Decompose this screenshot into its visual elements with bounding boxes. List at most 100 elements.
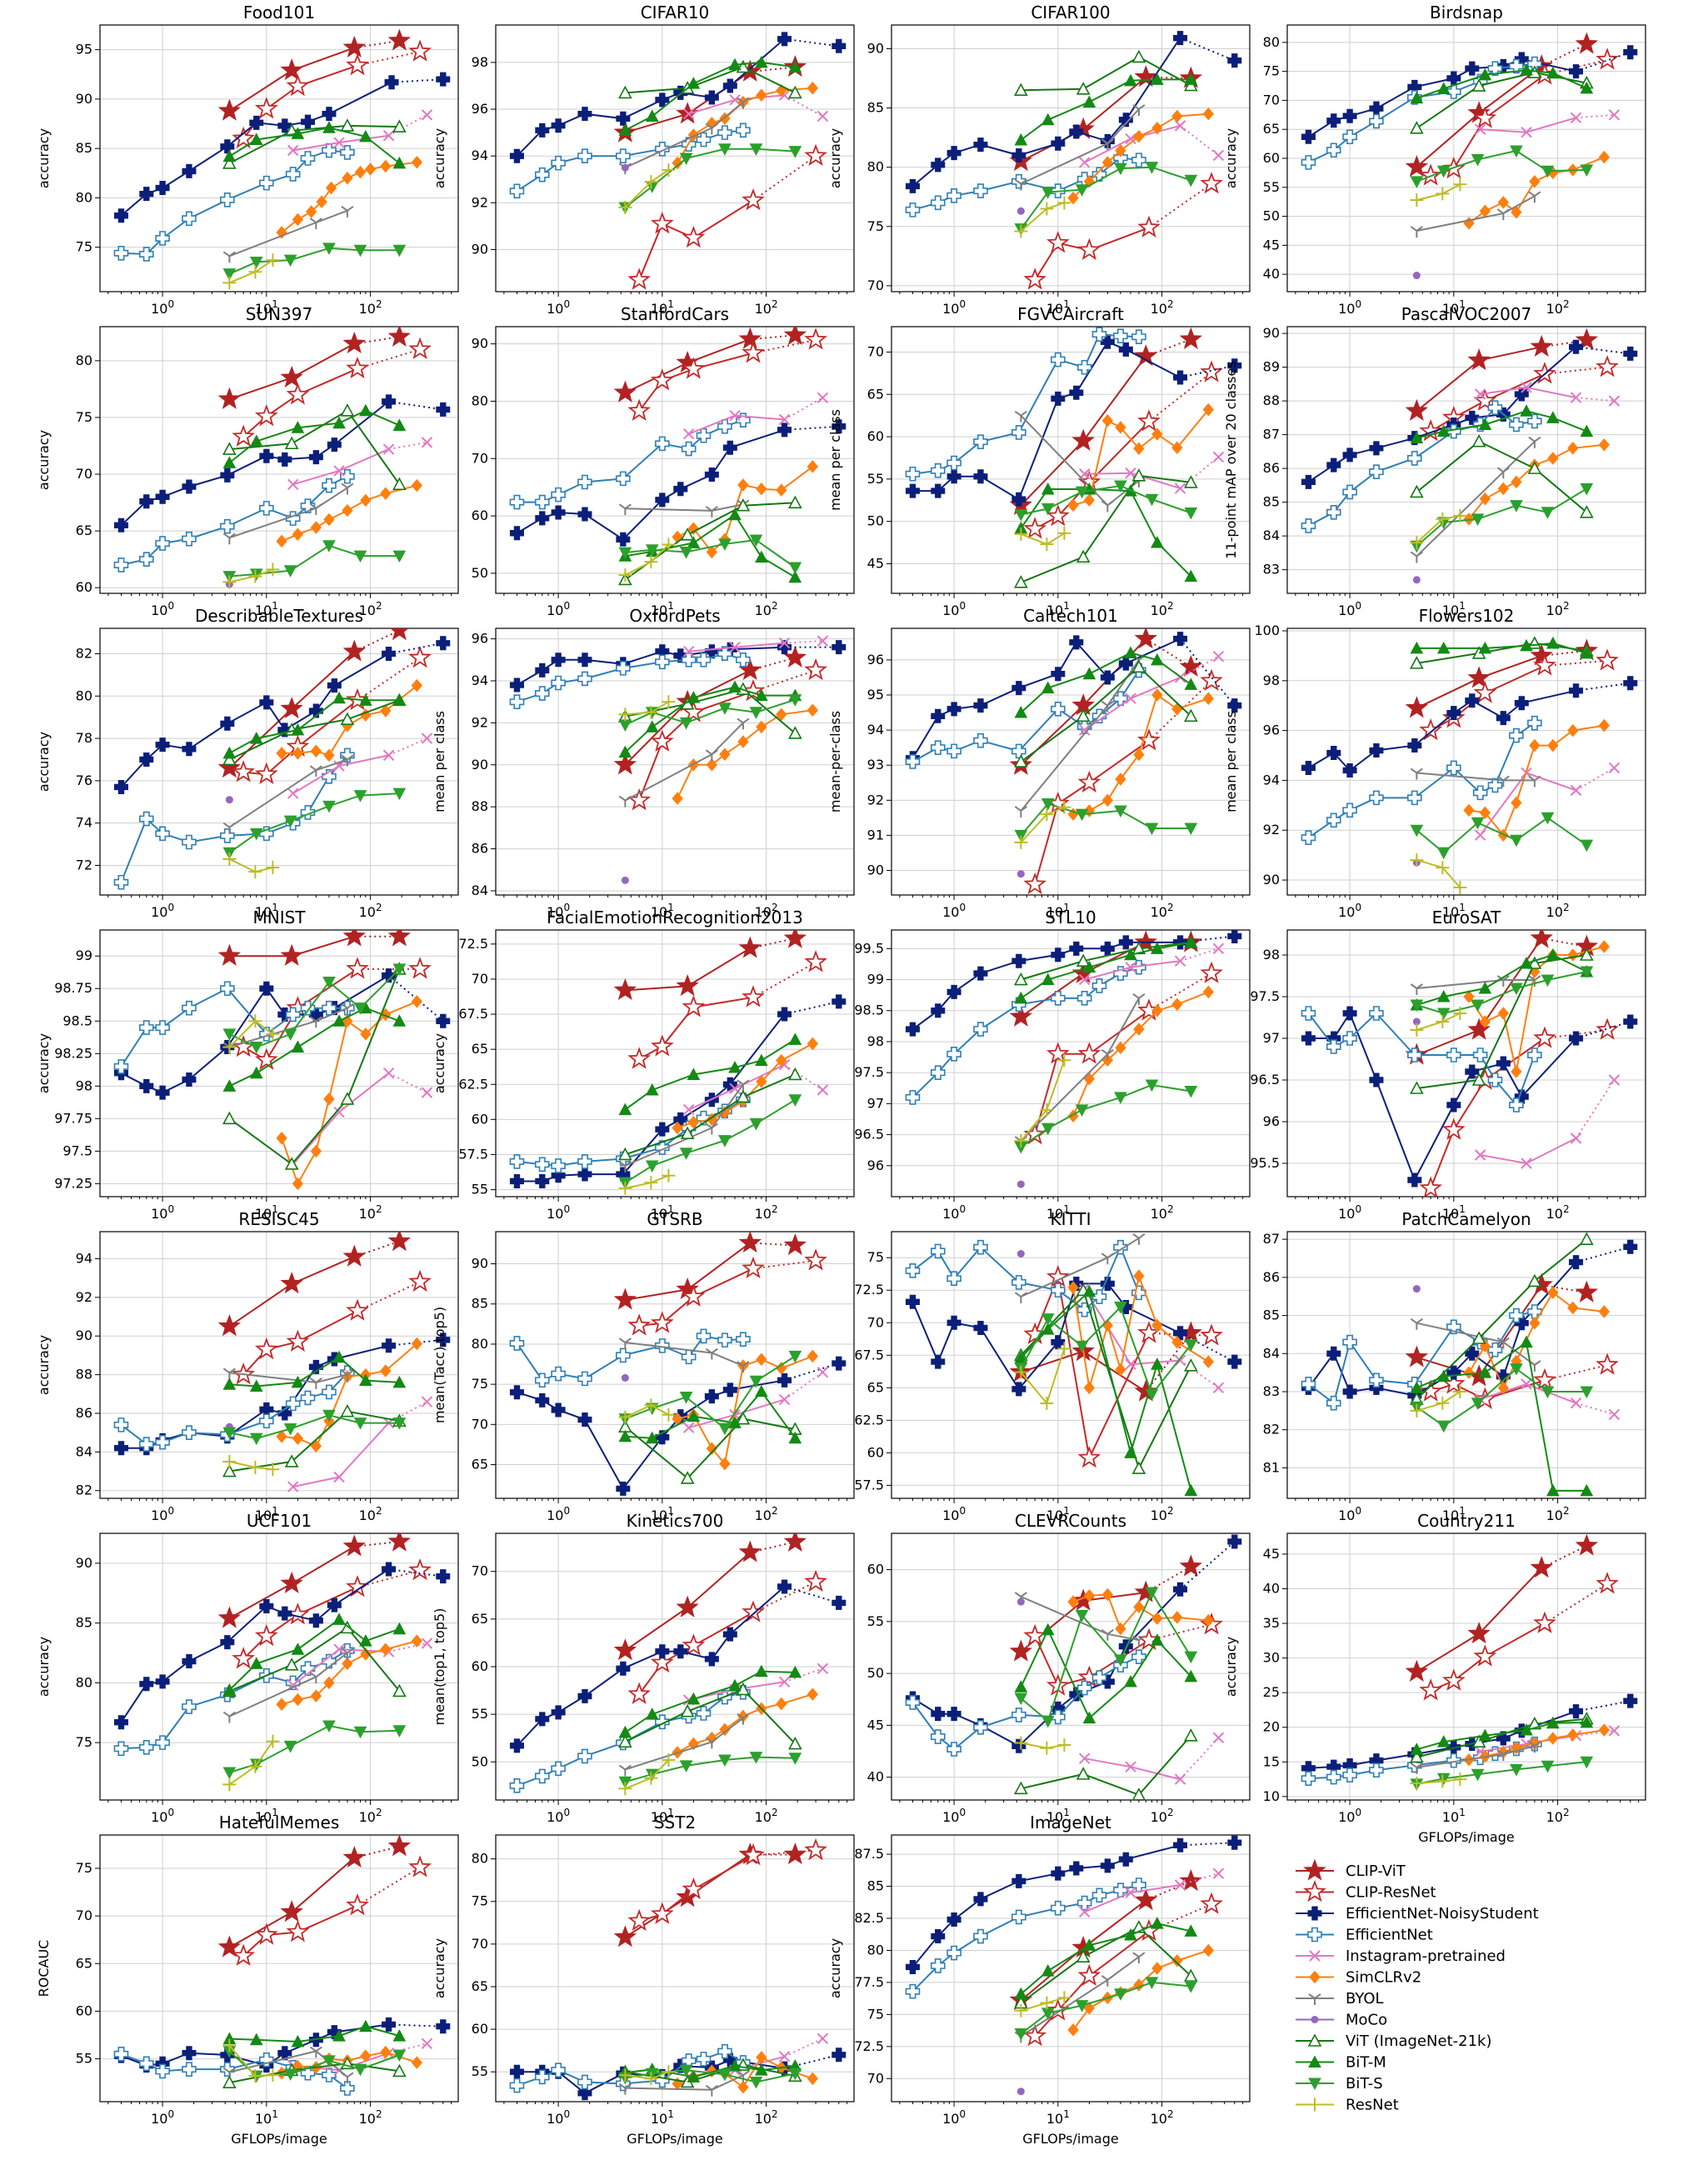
data-point-ens	[616, 532, 631, 547]
data-point-eff	[1446, 1048, 1461, 1062]
data-point-simclr	[323, 1092, 335, 1106]
data-point-simclr	[1511, 475, 1522, 489]
data-point-resnet	[1436, 1015, 1450, 1028]
series-line-eff	[1307, 1311, 1536, 1405]
x-tick-label: 102	[1151, 2108, 1174, 2127]
data-point-clip_vit	[217, 98, 242, 121]
data-point-simclr	[1133, 129, 1145, 143]
series-line-bitm	[229, 2025, 400, 2043]
data-point-bitm	[755, 55, 768, 68]
series-line-vit	[229, 1410, 400, 1472]
data-point-eff	[946, 1945, 961, 1961]
data-point-bits	[322, 242, 336, 255]
data-point-byol	[1101, 500, 1114, 512]
data-point-ens	[1100, 1276, 1115, 1291]
data-point-bitm	[1124, 1446, 1137, 1458]
data-point-resnet	[662, 1408, 676, 1422]
data-point-simclr	[756, 720, 767, 734]
x-axis-label: GFLOPs/image	[1418, 1829, 1514, 1845]
data-point-bits	[718, 538, 732, 551]
data-point-simclr	[1083, 493, 1096, 508]
series-line-clip_resnet	[1430, 1379, 1546, 1401]
y-tick-label: 97	[867, 1095, 884, 1111]
data-point-byol	[1101, 1049, 1114, 1061]
data-point-ens	[551, 1705, 566, 1720]
data-point-byol	[1410, 983, 1423, 995]
plot-frame	[99, 1834, 459, 2102]
legend-marker-clip_resnet	[1303, 1879, 1326, 1902]
data-point-ens	[1623, 676, 1638, 691]
data-point-simclr	[276, 1131, 287, 1145]
data-point-insta	[1521, 1158, 1532, 1169]
data-point-eff	[736, 652, 751, 668]
data-point-eff	[1342, 1334, 1357, 1350]
data-point-ens	[832, 994, 847, 1009]
data-point-insta	[1125, 961, 1136, 973]
data-point-eff	[717, 1332, 732, 1348]
y-tick-label: 90	[76, 91, 92, 107]
data-point-bits	[788, 562, 802, 575]
data-point-clip_resnet	[346, 1575, 369, 1598]
y-tick-label: 65	[867, 386, 884, 402]
data-point-bitm	[1151, 1917, 1164, 1929]
data-point-ens	[1569, 683, 1584, 698]
data-point-clip_vit	[1405, 696, 1429, 718]
y-tick-label: 65	[472, 1457, 488, 1472]
data-point-simclr	[1067, 191, 1079, 205]
data-point-bitm	[1478, 1366, 1492, 1378]
y-tick-label: 84	[1263, 1345, 1280, 1361]
data-point-simclr	[1598, 718, 1611, 732]
legend-marker-bits	[1308, 2078, 1321, 2091]
data-point-bitm	[249, 1657, 263, 1669]
data-point-ens	[946, 1315, 961, 1330]
data-point-ens	[1227, 1534, 1242, 1549]
data-point-resnet	[222, 276, 237, 290]
series-line-ens	[1307, 58, 1576, 138]
data-point-bitm	[1410, 1381, 1424, 1393]
data-point-bitm	[1436, 989, 1451, 1002]
data-point-bitm	[1151, 535, 1164, 548]
data-point-moco	[225, 796, 233, 804]
data-point-bitm	[1041, 1622, 1055, 1636]
data-point-clip_resnet	[804, 1838, 827, 1861]
data-point-vit	[618, 85, 632, 99]
data-point-bitm	[1520, 956, 1533, 969]
data-point-bits	[1075, 808, 1089, 822]
series-line-clip_resnet	[242, 64, 358, 139]
data-point-eff	[340, 468, 355, 484]
data-point-clip_vit	[1134, 628, 1157, 649]
data-point-clip_resnet	[254, 1922, 278, 1945]
data-point-ens	[832, 2048, 847, 2062]
data-point-simclr	[310, 521, 322, 534]
series-line-vit	[1416, 71, 1587, 129]
data-point-bits	[353, 1002, 367, 1015]
plot-frame	[891, 1532, 1251, 1801]
data-point-clip_resnet	[346, 356, 369, 379]
data-point-eff	[1051, 1900, 1066, 1916]
data-point-bitm	[1546, 66, 1560, 79]
y-tick-label: 75	[76, 1860, 92, 1876]
data-point-clip_vit	[342, 331, 366, 354]
data-point-clip_resnet	[627, 1047, 652, 1069]
y-tick-label: 94	[76, 1250, 92, 1266]
data-point-simclr	[776, 708, 787, 722]
y-tick-label: 96.5	[1250, 1072, 1280, 1088]
data-point-clip_resnet	[1200, 172, 1223, 194]
data-point-bits	[1436, 1772, 1451, 1786]
series-line-dotted-ens	[1180, 935, 1235, 943]
data-point-simclr	[1479, 1015, 1491, 1028]
data-point-ens	[277, 2046, 292, 2061]
data-point-bitm	[222, 149, 237, 162]
y-tick-label: 96	[1263, 722, 1280, 738]
data-point-eff	[259, 501, 274, 516]
data-point-simclr	[1067, 2023, 1079, 2037]
data-point-bitm	[1082, 95, 1096, 108]
data-point-bitm	[1478, 68, 1492, 81]
data-point-eff	[182, 1425, 197, 1440]
data-point-simclr	[323, 512, 335, 527]
data-point-moco	[621, 1373, 629, 1382]
data-point-eff	[1369, 464, 1384, 479]
